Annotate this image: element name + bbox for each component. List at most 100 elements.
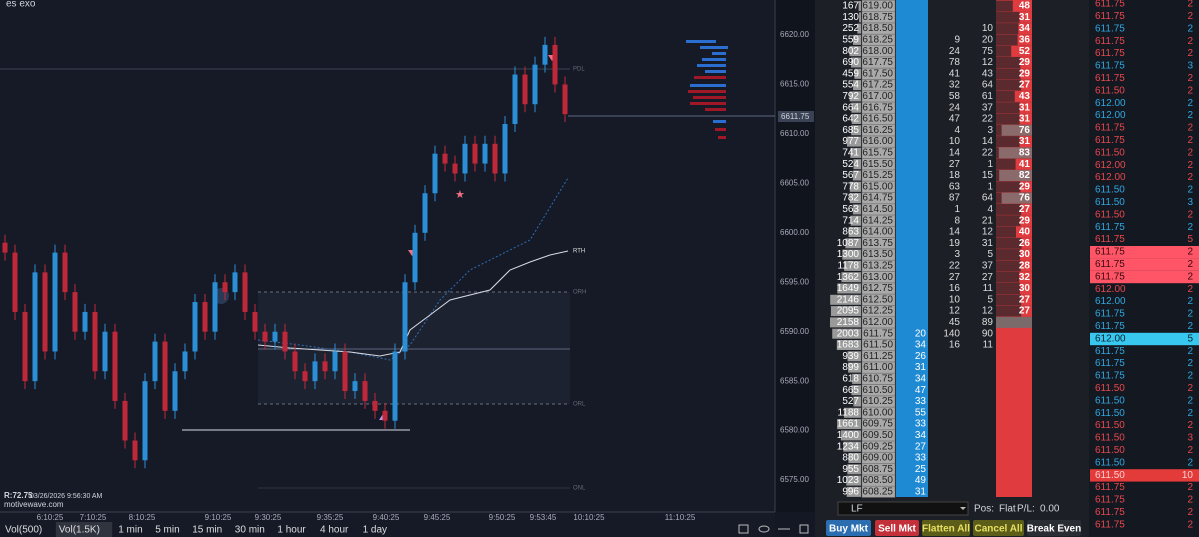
tool-icon[interactable] [738, 524, 749, 534]
candle [402, 282, 408, 352]
ask-bar [1019, 11, 1032, 23]
order-button[interactable] [1027, 520, 1081, 536]
price: 613.00 [862, 272, 893, 283]
x-tick-label: 9:50:25 [489, 513, 516, 522]
toolbar-button[interactable]: Vol(1.5K) [59, 525, 100, 536]
price: 609.25 [862, 441, 893, 452]
order-button-label[interactable]: Sell Mkt [878, 524, 916, 535]
ask-count: 14 [982, 136, 994, 147]
volume-bar [830, 306, 861, 317]
price-cell [861, 90, 896, 103]
order-button[interactable] [973, 520, 1024, 536]
tape-price: 611.75 [1095, 247, 1125, 258]
tape-price: 611.75 [1095, 259, 1125, 270]
tape-size: 5 [1187, 234, 1193, 245]
level-label: PDL [573, 67, 585, 73]
volume-bar [846, 486, 861, 497]
ask-bar [1019, 136, 1032, 148]
ask-size: 48 [1019, 1, 1031, 12]
order-button-label[interactable]: Break Even [1027, 524, 1081, 535]
order-button-label[interactable]: Buy Mkt [829, 524, 869, 535]
price: 614.50 [862, 204, 893, 215]
ask-count: 11 [983, 340, 994, 351]
volume: 554 [842, 80, 859, 91]
volume: 1661 [837, 419, 860, 430]
bid-count: 27 [949, 159, 961, 170]
tool-icon[interactable] [799, 524, 809, 534]
tape-price: 611.75 [1095, 482, 1125, 493]
tool-icon[interactable] [758, 525, 770, 533]
price-cell [861, 373, 896, 385]
toolbar-button[interactable]: 1 day [363, 525, 387, 536]
candle [542, 44, 548, 65]
order-button-label[interactable]: Flatten All [922, 524, 970, 535]
candle [422, 193, 428, 233]
ask-bar [1014, 90, 1032, 102]
price-cell [861, 463, 896, 476]
toolbar-button[interactable]: 1 hour [277, 525, 306, 536]
x-tick-label: 8:10:25 [129, 513, 156, 522]
price: 613.25 [862, 261, 893, 272]
candle [162, 341, 168, 411]
order-button[interactable] [826, 520, 871, 536]
candle [32, 272, 38, 382]
current-price: 6611.75 [781, 112, 810, 121]
volume: 880 [842, 453, 859, 464]
volume: 782 [842, 193, 859, 204]
account-select[interactable] [837, 501, 969, 516]
y-tick-label: 6620.00 [780, 30, 809, 39]
candle [62, 252, 68, 293]
ask-cell [996, 11, 1032, 23]
bid-column [896, 0, 928, 497]
bid-size: 49 [915, 475, 927, 486]
volume-bar [849, 46, 861, 57]
price-cell [861, 181, 896, 193]
toolbar-button[interactable]: Vol(500) [5, 525, 42, 536]
tape-price: 611.75 [1095, 135, 1125, 146]
order-button-label[interactable]: Cancel All [975, 524, 1023, 535]
profile-bar [693, 96, 726, 99]
dropdown-arrow [960, 507, 966, 510]
tape-size: 2 [1187, 395, 1193, 406]
tape-price: 611.50 [1095, 395, 1125, 406]
price-cell [861, 316, 896, 329]
ask-bar [999, 170, 1032, 181]
price-cell [861, 271, 896, 283]
volume-bar [844, 260, 861, 271]
volume: 567 [842, 170, 859, 181]
price-cell [861, 361, 896, 374]
ask-cell [996, 34, 1032, 46]
volume-bar [857, 23, 861, 34]
toolbar-button[interactable]: 15 min [192, 525, 222, 536]
order-button[interactable] [875, 520, 919, 536]
bid-size: 34 [915, 374, 927, 385]
bid-size: 34 [915, 430, 927, 441]
tape-size: 2 [1187, 284, 1193, 295]
tape-size: 2 [1187, 358, 1193, 369]
candle [282, 331, 288, 352]
toolbar-button[interactable]: 4 hour [320, 525, 349, 536]
candle [122, 400, 128, 441]
volume: 977 [842, 136, 859, 147]
volume: 1362 [837, 272, 860, 283]
volume: 2146 [837, 294, 860, 305]
candle [332, 351, 338, 372]
toolbar-button[interactable]: 30 min [235, 525, 265, 536]
tape-price: 611.50 [1095, 383, 1125, 394]
pos-label: Pos: [974, 504, 994, 515]
candle [242, 272, 248, 312]
candle [152, 341, 158, 382]
ask-cell [996, 215, 1032, 227]
candle [502, 124, 508, 174]
volume: 690 [842, 57, 859, 68]
order-button[interactable] [922, 520, 970, 536]
toolbar-button[interactable]: 5 min [155, 525, 179, 536]
toolbar-button[interactable]: 1 min [118, 525, 142, 536]
price-cell [861, 395, 896, 408]
level-label: ORH [573, 290, 586, 296]
candle [102, 331, 108, 372]
ask-bar [1001, 192, 1032, 204]
price: 611.25 [863, 351, 893, 362]
tape-price: 611.50 [1095, 470, 1125, 481]
tape-price: 611.75 [1095, 222, 1125, 233]
